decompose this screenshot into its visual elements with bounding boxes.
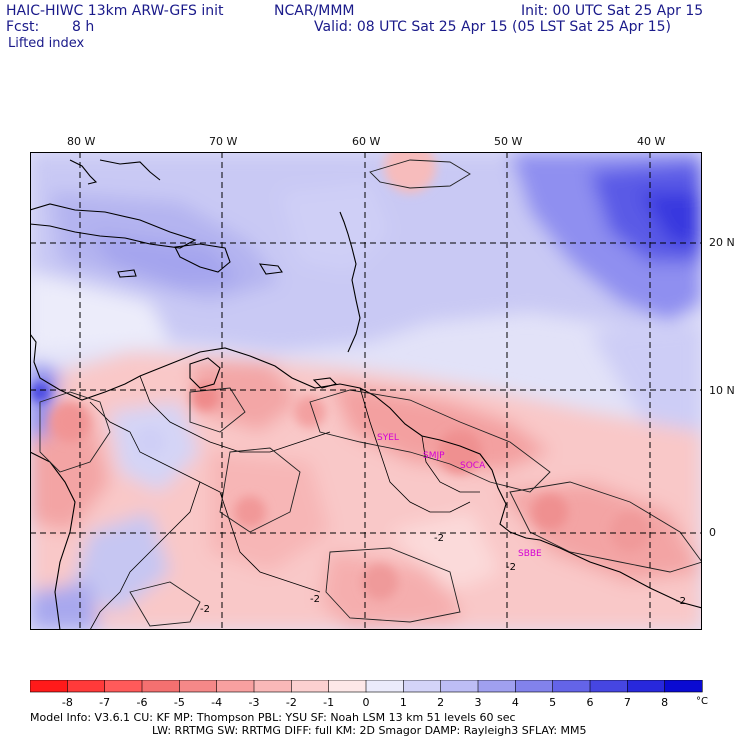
colorbar-swatch bbox=[328, 680, 367, 693]
colorbar-tick-label: -5 bbox=[174, 696, 185, 709]
station-label: SBBE bbox=[518, 549, 542, 559]
colorbar: -8 -7 -6 -5 -4 -3 -2 -1 0 1 2 3 4 5 6 7 8 °C bbox=[30, 680, 708, 709]
colorbar-tick-label: -3 bbox=[249, 696, 260, 709]
colorbar-swatch bbox=[365, 680, 404, 693]
station-label: SYEL bbox=[377, 433, 399, 443]
forecast-hour: 8 h bbox=[72, 19, 95, 35]
colorbar-swatch bbox=[67, 680, 106, 693]
colorbar-tick-label: 5 bbox=[549, 696, 556, 709]
lon-label-60w: 60 W bbox=[352, 135, 381, 148]
colorbar-swatch bbox=[179, 680, 218, 693]
field-shading bbox=[30, 152, 702, 630]
colorbar-tick-label: 7 bbox=[624, 696, 631, 709]
colorbar-swatch bbox=[30, 680, 68, 693]
station-label: SOCA bbox=[460, 461, 486, 471]
colorbar-swatch bbox=[403, 680, 442, 693]
colorbar-swatch bbox=[664, 680, 703, 693]
forecast-label: Fcst: bbox=[6, 19, 40, 35]
lon-label-80w: 80 W bbox=[67, 135, 96, 148]
colorbar-swatch bbox=[589, 680, 628, 693]
colorbar-tick-label: -7 bbox=[99, 696, 110, 709]
colorbar-swatch bbox=[515, 680, 554, 693]
colorbar-swatch bbox=[477, 680, 516, 693]
borders bbox=[89, 375, 480, 630]
colorbar-ticks: -8 -7 -6 -5 -4 -3 -2 -1 0 1 2 3 4 5 6 7 8 bbox=[62, 696, 668, 709]
colorbar-tick-label: -2 bbox=[286, 696, 297, 709]
field-detail bbox=[30, 152, 650, 600]
model-title: HAIC-HIWC 13km ARW-GFS init bbox=[6, 3, 224, 19]
colorbar-tick-label: 2 bbox=[437, 696, 444, 709]
lat-lon-grid bbox=[30, 152, 702, 630]
contour-label: -2 bbox=[200, 604, 210, 615]
model-info-line1: Model Info: V3.6.1 CU: KF MP: Thompson P… bbox=[30, 711, 516, 724]
contours bbox=[39, 159, 702, 627]
colorbar-swatch bbox=[627, 680, 666, 693]
station-label: SMJP bbox=[423, 451, 445, 461]
colorbar-tick-label: -1 bbox=[323, 696, 334, 709]
colorbar-swatch bbox=[216, 680, 255, 693]
lat-label-20n: 20 N bbox=[709, 236, 735, 249]
colorbar-tick-label: 4 bbox=[512, 696, 519, 709]
model-info-line2: LW: RRTMG SW: RRTMG DIFF: full KM: 2D Sm… bbox=[152, 724, 587, 737]
colorbar-swatch bbox=[552, 680, 591, 693]
colorbar-swatch bbox=[104, 680, 143, 693]
colorbar-tick-label: 3 bbox=[475, 696, 482, 709]
lat-label-0: 0 bbox=[709, 526, 716, 539]
contour-label: -2 bbox=[506, 562, 516, 573]
valid-time: Valid: 08 UTC Sat 25 Apr 15 (05 LST Sat … bbox=[314, 19, 672, 35]
colorbar-tick-label: -6 bbox=[137, 696, 148, 709]
contour-label: -2 bbox=[434, 533, 444, 544]
colorbar-swatch bbox=[253, 680, 292, 693]
init-time: Init: 00 UTC Sat 25 Apr 15 bbox=[521, 3, 704, 19]
colorbar-swatch bbox=[141, 680, 180, 693]
lon-label-40w: 40 W bbox=[637, 135, 666, 148]
colorbar-swatch bbox=[440, 680, 479, 693]
coastlines bbox=[30, 159, 702, 630]
colorbar-unit: °C bbox=[696, 696, 708, 707]
colorbar-tick-label: 0 bbox=[363, 696, 370, 709]
colorbar-swatches bbox=[30, 680, 703, 693]
colorbar-tick-label: 6 bbox=[587, 696, 594, 709]
lat-label-10n: 10 N bbox=[709, 384, 735, 397]
lifted-index-map: SYEL SMJP SOCA SBBE -2 -2 -2 -2 -2 bbox=[30, 152, 702, 630]
colorbar-tick-label: 8 bbox=[661, 696, 668, 709]
colorbar-tick-label: -8 bbox=[62, 696, 73, 709]
contour-label: -2 bbox=[310, 594, 320, 605]
lon-label-50w: 50 W bbox=[494, 135, 523, 148]
contour-label: -2 bbox=[676, 596, 686, 607]
organization: NCAR/MMM bbox=[274, 3, 355, 19]
field-name: Lifted index bbox=[8, 36, 85, 51]
colorbar-swatch bbox=[291, 680, 330, 693]
lon-label-70w: 70 W bbox=[209, 135, 238, 148]
colorbar-tick-label: 1 bbox=[400, 696, 407, 709]
colorbar-tick-label: -4 bbox=[211, 696, 222, 709]
